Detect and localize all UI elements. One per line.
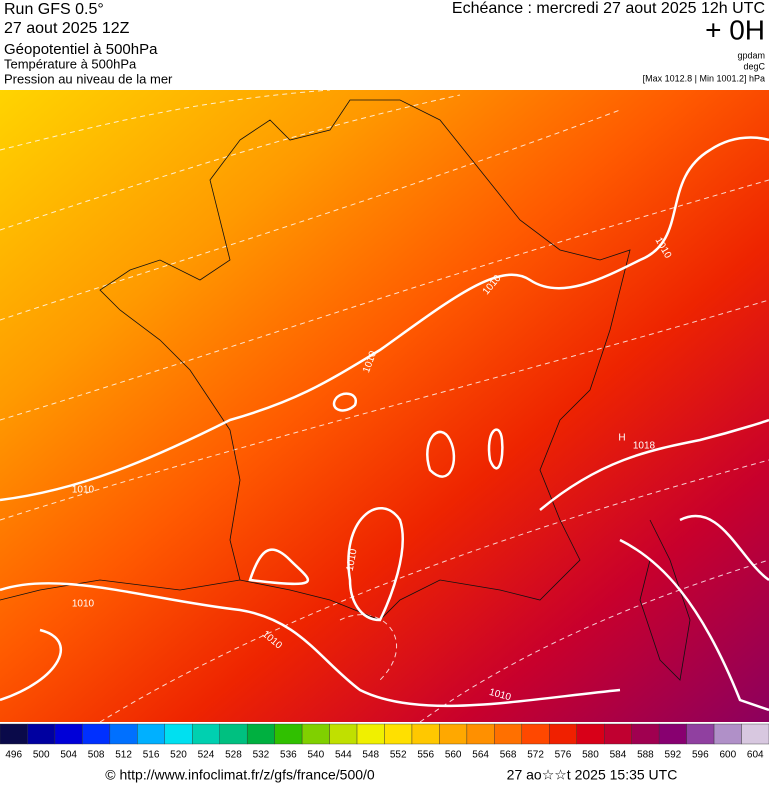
scale-label: 548 (362, 750, 379, 761)
scale-swatch (384, 723, 413, 745)
title: Géopotentiel à 500hPa (4, 41, 158, 58)
source: © http://www.infoclimat.fr/z/gfs/france/… (105, 767, 375, 783)
scale-label: 540 (307, 750, 324, 761)
scale-label: 520 (170, 750, 187, 761)
scale-swatch (82, 723, 111, 745)
run-date: 27 aout 2025 12Z (4, 20, 130, 37)
scale-swatch (521, 723, 550, 745)
scale-swatch (466, 723, 495, 745)
scale-label: 512 (115, 750, 132, 761)
scale-label: 544 (335, 750, 352, 761)
scale-label: 556 (417, 750, 434, 761)
range: [Max 1012.8 | Min 1001.2] hPa (643, 73, 765, 83)
scale-label: 524 (198, 750, 215, 761)
scale-label: 596 (692, 750, 709, 761)
scale-swatch (686, 723, 715, 745)
scale-label: 532 (253, 750, 270, 761)
isobar-label: 1018 (633, 441, 656, 452)
scale-swatch (356, 723, 385, 745)
scale-swatch (137, 723, 165, 745)
generated: 27 ao☆☆t 2025 15:35 UTC (507, 767, 678, 783)
unit: gpdam (737, 50, 765, 60)
scale-swatch (109, 723, 138, 745)
scale-label: 516 (143, 750, 160, 761)
scale-swatch (411, 723, 440, 745)
scale-swatch (631, 723, 660, 745)
scale-label: 564 (472, 750, 489, 761)
coastline (0, 99, 691, 681)
scale-label: 536 (280, 750, 297, 761)
scale-label: 584 (610, 750, 627, 761)
scale-label: 580 (582, 750, 599, 761)
scale-label: 560 (445, 750, 462, 761)
echeance: Echéance : mercredi 27 aout 2025 12h UTC (452, 0, 765, 17)
temperature-isolines (0, 90, 769, 722)
scale-label: 552 (390, 750, 407, 761)
scale-swatch (658, 723, 687, 745)
scale-label: 568 (500, 750, 517, 761)
scale-label: 576 (555, 750, 572, 761)
scale-swatch (329, 723, 358, 745)
scale-swatch (246, 723, 275, 745)
scale-label: 572 (527, 750, 544, 761)
subtitle: Température à 500hPa (4, 56, 137, 71)
scale-swatch (164, 723, 193, 745)
offset: + 0H (705, 14, 765, 45)
temperature-field (0, 90, 769, 722)
scale-label: 528 (225, 750, 242, 761)
scale-swatch (0, 723, 28, 745)
scale-label: 496 (5, 750, 22, 761)
scale-swatch (494, 723, 523, 745)
scale-swatch (713, 723, 742, 745)
isobar-label: H (618, 433, 625, 444)
isobar-label: 1010 (72, 485, 95, 496)
scale-swatch (219, 723, 248, 745)
scale-swatch (54, 723, 83, 745)
color-scale: 496 500 504 508 512 516 520 524 528 532 536 540 544 5… (0, 723, 769, 761)
scale-label: 592 (665, 750, 682, 761)
scale-swatch (549, 723, 577, 745)
scale-label: 508 (88, 750, 105, 761)
scale-swatch (274, 723, 303, 745)
scale-label: 500 (33, 750, 50, 761)
scale-swatch (27, 723, 56, 745)
scale-swatch (192, 723, 220, 745)
scale-label: 588 (637, 750, 654, 761)
scale-label: 604 (747, 750, 764, 761)
scale-label: 504 (60, 750, 77, 761)
scale-swatch (439, 723, 468, 745)
pressure-isobars (0, 136, 769, 712)
scale-swatch (741, 723, 769, 745)
isobar-label: 1010 (345, 548, 360, 572)
unit: degC (743, 61, 765, 71)
subtitle: Pression au niveau de la mer (4, 71, 173, 86)
scale-swatch (576, 723, 605, 745)
isobar-label: 1010 (72, 599, 95, 610)
scale-swatch (301, 723, 330, 745)
scale-swatch (604, 723, 632, 745)
run: Run GFS 0.5° (4, 1, 104, 18)
scale-label: 600 (719, 750, 736, 761)
